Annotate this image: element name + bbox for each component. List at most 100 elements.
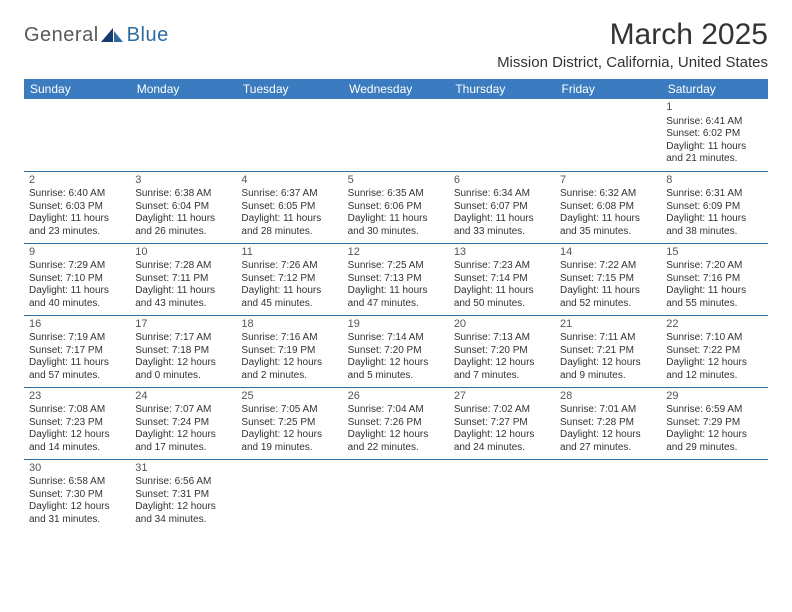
sunrise-text: Sunrise: 6:37 AM [241,188,337,201]
calendar-day-cell [343,99,449,171]
day-number: 7 [560,174,656,188]
day-header: Friday [555,79,661,99]
sunset-text: Sunset: 7:22 PM [666,345,762,358]
sunset-text: Sunset: 7:28 PM [560,417,656,430]
daylight-text: Daylight: 11 hours and 23 minutes. [29,213,125,238]
day-number: 17 [135,318,231,332]
sunset-text: Sunset: 7:19 PM [241,345,337,358]
calendar-day-cell: 1Sunrise: 6:41 AMSunset: 6:02 PMDaylight… [661,99,767,171]
sunset-text: Sunset: 7:20 PM [348,345,444,358]
sunrise-text: Sunrise: 7:25 AM [348,260,444,273]
daylight-text: Daylight: 11 hours and 57 minutes. [29,357,125,382]
day-number: 1 [666,101,762,115]
day-header: Sunday [24,79,130,99]
day-number: 15 [666,246,762,260]
sunrise-text: Sunrise: 7:16 AM [241,332,337,345]
sunset-text: Sunset: 7:23 PM [29,417,125,430]
calendar-week-row: 23Sunrise: 7:08 AMSunset: 7:23 PMDayligh… [24,387,768,459]
daylight-text: Daylight: 12 hours and 27 minutes. [560,429,656,454]
daylight-text: Daylight: 12 hours and 22 minutes. [348,429,444,454]
calendar-day-cell [343,459,449,531]
daylight-text: Daylight: 11 hours and 28 minutes. [241,213,337,238]
daylight-text: Daylight: 11 hours and 45 minutes. [241,285,337,310]
calendar-day-cell: 9Sunrise: 7:29 AMSunset: 7:10 PMDaylight… [24,243,130,315]
calendar-day-cell: 27Sunrise: 7:02 AMSunset: 7:27 PMDayligh… [449,387,555,459]
sunrise-text: Sunrise: 6:40 AM [29,188,125,201]
calendar-day-cell: 21Sunrise: 7:11 AMSunset: 7:21 PMDayligh… [555,315,661,387]
calendar-body: 1Sunrise: 6:41 AMSunset: 6:02 PMDaylight… [24,99,768,531]
sunrise-text: Sunrise: 7:28 AM [135,260,231,273]
day-number: 25 [241,390,337,404]
sunrise-text: Sunrise: 6:34 AM [454,188,550,201]
calendar-day-cell: 7Sunrise: 6:32 AMSunset: 6:08 PMDaylight… [555,171,661,243]
sunrise-text: Sunrise: 7:20 AM [666,260,762,273]
sunrise-text: Sunrise: 7:10 AM [666,332,762,345]
brand-text-general: General [24,24,99,47]
sunset-text: Sunset: 7:12 PM [241,273,337,286]
calendar-day-cell: 5Sunrise: 6:35 AMSunset: 6:06 PMDaylight… [343,171,449,243]
day-header: Saturday [661,79,767,99]
day-number: 2 [29,174,125,188]
day-number: 22 [666,318,762,332]
daylight-text: Daylight: 12 hours and 9 minutes. [560,357,656,382]
sunset-text: Sunset: 7:18 PM [135,345,231,358]
calendar-day-cell: 29Sunrise: 6:59 AMSunset: 7:29 PMDayligh… [661,387,767,459]
calendar-day-cell [555,99,661,171]
calendar-day-cell: 15Sunrise: 7:20 AMSunset: 7:16 PMDayligh… [661,243,767,315]
daylight-text: Daylight: 11 hours and 21 minutes. [666,141,762,166]
daylight-text: Daylight: 11 hours and 33 minutes. [454,213,550,238]
calendar-week-row: 9Sunrise: 7:29 AMSunset: 7:10 PMDaylight… [24,243,768,315]
day-number: 9 [29,246,125,260]
sunset-text: Sunset: 6:05 PM [241,201,337,214]
day-header: Thursday [449,79,555,99]
daylight-text: Daylight: 11 hours and 40 minutes. [29,285,125,310]
day-number: 14 [560,246,656,260]
sunrise-text: Sunrise: 6:56 AM [135,476,231,489]
day-number: 12 [348,246,444,260]
sunrise-text: Sunrise: 7:14 AM [348,332,444,345]
calendar-day-cell: 17Sunrise: 7:17 AMSunset: 7:18 PMDayligh… [130,315,236,387]
location-subtitle: Mission District, California, United Sta… [497,54,768,71]
daylight-text: Daylight: 11 hours and 52 minutes. [560,285,656,310]
sunset-text: Sunset: 6:04 PM [135,201,231,214]
calendar-day-cell: 26Sunrise: 7:04 AMSunset: 7:26 PMDayligh… [343,387,449,459]
sunrise-text: Sunrise: 6:35 AM [348,188,444,201]
sunrise-text: Sunrise: 7:04 AM [348,404,444,417]
calendar-week-row: 16Sunrise: 7:19 AMSunset: 7:17 PMDayligh… [24,315,768,387]
calendar-day-cell: 13Sunrise: 7:23 AMSunset: 7:14 PMDayligh… [449,243,555,315]
day-number: 13 [454,246,550,260]
day-header: Monday [130,79,236,99]
calendar-day-cell: 3Sunrise: 6:38 AMSunset: 6:04 PMDaylight… [130,171,236,243]
day-number: 23 [29,390,125,404]
daylight-text: Daylight: 12 hours and 14 minutes. [29,429,125,454]
sunrise-text: Sunrise: 7:19 AM [29,332,125,345]
calendar-day-cell: 18Sunrise: 7:16 AMSunset: 7:19 PMDayligh… [236,315,342,387]
day-number: 8 [666,174,762,188]
day-number: 21 [560,318,656,332]
sunrise-text: Sunrise: 6:58 AM [29,476,125,489]
calendar-day-cell [24,99,130,171]
calendar-day-cell: 31Sunrise: 6:56 AMSunset: 7:31 PMDayligh… [130,459,236,531]
sunset-text: Sunset: 7:30 PM [29,489,125,502]
sunrise-text: Sunrise: 6:38 AM [135,188,231,201]
calendar-day-cell [236,459,342,531]
daylight-text: Daylight: 12 hours and 2 minutes. [241,357,337,382]
sunrise-text: Sunrise: 7:23 AM [454,260,550,273]
calendar-table: Sunday Monday Tuesday Wednesday Thursday… [24,79,768,531]
daylight-text: Daylight: 11 hours and 35 minutes. [560,213,656,238]
daylight-text: Daylight: 12 hours and 0 minutes. [135,357,231,382]
day-number: 11 [241,246,337,260]
sunset-text: Sunset: 7:31 PM [135,489,231,502]
sunrise-text: Sunrise: 7:05 AM [241,404,337,417]
sunrise-text: Sunrise: 7:13 AM [454,332,550,345]
day-number: 6 [454,174,550,188]
calendar-day-cell [130,99,236,171]
daylight-text: Daylight: 11 hours and 38 minutes. [666,213,762,238]
sunrise-text: Sunrise: 6:31 AM [666,188,762,201]
day-number: 26 [348,390,444,404]
sunset-text: Sunset: 7:11 PM [135,273,231,286]
daylight-text: Daylight: 11 hours and 30 minutes. [348,213,444,238]
calendar-week-row: 30Sunrise: 6:58 AMSunset: 7:30 PMDayligh… [24,459,768,531]
title-block: March 2025 Mission District, California,… [497,18,768,71]
calendar-day-cell [449,99,555,171]
